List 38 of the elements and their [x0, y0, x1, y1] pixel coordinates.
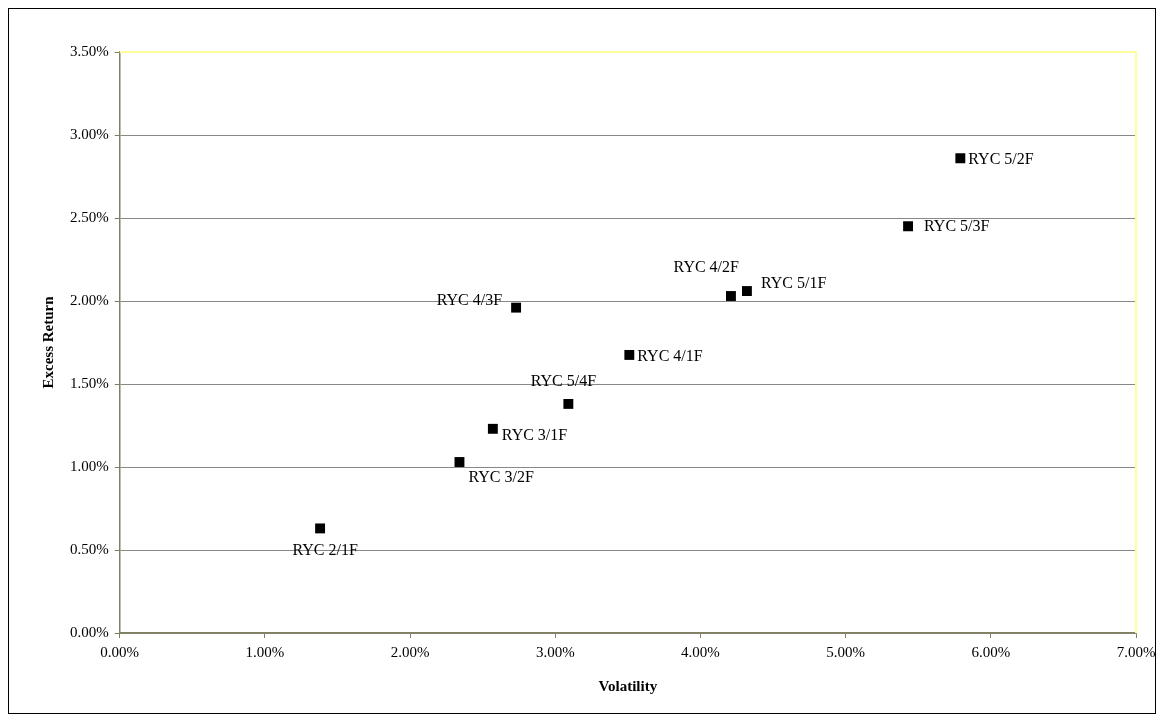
annotation: RYC 2/1F [292, 540, 358, 558]
y-tick-label: 0.50% [70, 540, 109, 557]
x-tick-label: 3.00% [535, 643, 575, 660]
x-tick-label: 5.00% [826, 643, 866, 660]
y-tick-label: 0.00% [70, 623, 109, 640]
y-tick-label: 3.50% [70, 42, 109, 59]
annotation: RYC 3/1F [501, 426, 568, 444]
point [624, 350, 635, 360]
annotation: RYC 5/4F [530, 372, 597, 390]
annotation: RYC 5/3F [924, 216, 990, 234]
point [903, 221, 914, 232]
x-tick-label: 2.00% [390, 643, 430, 660]
annotation: RYC 3/2F [468, 468, 534, 486]
point [315, 523, 326, 534]
y-tick-label: 2.50% [70, 208, 109, 225]
y-tick-label: 2.00% [70, 291, 109, 308]
point [563, 398, 574, 409]
point [741, 286, 752, 296]
point [454, 457, 465, 467]
x-tick-label: 0.00% [100, 643, 140, 660]
y-tick-label: 3.00% [70, 125, 109, 142]
point [726, 291, 736, 301]
y-tick-label: 1.00% [70, 457, 109, 474]
annotation: RYC 4/2F [673, 258, 740, 276]
x-tick-label: 4.00% [681, 643, 720, 660]
point [511, 302, 522, 313]
y-tick-label: 1.50% [70, 374, 109, 391]
annotation: RYC 5/2F [968, 150, 1034, 168]
annotation: RYC 5/1F [760, 274, 827, 292]
x-tick-label: 7.00% [1116, 643, 1156, 660]
point [955, 153, 966, 164]
x-axis-title: Volatility [598, 677, 658, 694]
point [487, 423, 498, 434]
annotation: RYC 4/3F [436, 290, 503, 308]
x-tick-label: 6.00% [971, 643, 1011, 660]
x-tick-label: 1.00% [245, 643, 285, 660]
y-axis-title: Excess Return [39, 295, 56, 389]
annotation: RYC 4/1F [637, 347, 703, 365]
